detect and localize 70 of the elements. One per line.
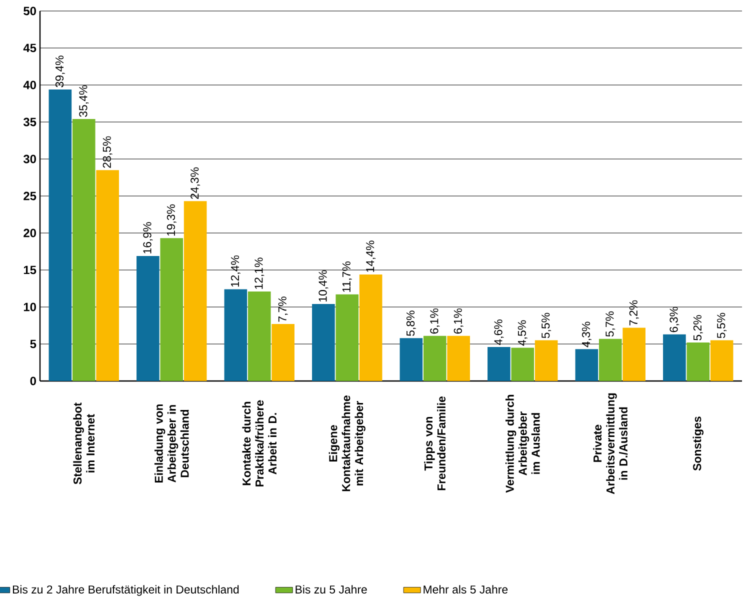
bar [72,119,96,381]
bar [400,338,423,381]
y-tick-label: 20 [24,228,36,238]
bar [336,294,359,381]
data-label: 7,2% [629,300,639,326]
legend-label: Bis zu 5 Jahre [296,585,367,594]
x-tick-label: Tipps von Freunden/Familie [424,396,446,490]
data-label: 24,3% [190,167,200,199]
bar [248,291,271,381]
x-tick-label: Kontakte durch Praktika/frühere Arbeit in D. [242,400,277,486]
x-tick-label: Eigene Kontaktaufnahme mit Arbeitgeber [328,396,366,492]
bar [575,349,598,381]
x-tick-label: Private Arbeitsvermittlung in D./Ausland [593,393,628,494]
bar [534,340,558,381]
y-tick-label: 15 [24,266,36,274]
bar [511,348,534,381]
y-tick-label: 40 [23,80,36,90]
y-tick-label: 25 [24,192,36,200]
y-tick-label: 45 [23,44,36,52]
bar [160,238,184,381]
bar [224,289,248,381]
data-label: 11,7% [342,261,352,292]
data-label: 39,4% [55,56,65,88]
bar [447,336,470,381]
bar [622,328,646,381]
bar [136,256,160,381]
data-label: 28,5% [102,136,112,168]
bar [312,304,335,381]
bar [598,338,622,381]
data-label: 10,4% [318,270,328,302]
data-label: 4,3% [582,322,592,348]
bar [686,342,710,381]
data-label: 5,7% [606,311,616,337]
bar [488,346,510,381]
data-label: 19,3% [166,204,176,236]
data-label: 12,4% [230,255,240,287]
data-label: 6,3% [670,306,680,332]
legend-label: Bis zu 2 Jahre Berufstätigkeit in Deutschland [12,585,239,596]
data-label: 5,5% [717,312,727,338]
data-label: 6,1% [454,308,464,334]
data-label: 6,1% [430,308,440,334]
legend-label: Mehr als 5 Jahre [424,585,508,594]
data-label: 35,4% [79,85,89,117]
x-tick-label: Einladung von Arbeitgeber in Deutschland [154,404,189,483]
data-label: 16,9% [143,222,153,254]
y-tick-label: 5 [30,340,36,348]
data-label: 4,5% [518,320,528,346]
data-label: 5,8% [406,310,416,336]
x-tick-label: Sonstiges [692,416,704,471]
bar [423,336,446,381]
bar [359,274,382,381]
data-label: 4,6% [494,320,504,345]
bar [710,340,734,381]
y-tick-label: 50 [24,6,36,16]
bar [184,201,207,381]
bar [48,89,72,381]
x-tick-label: Vermittlung durch Arbeitgeber im Ausland [505,394,540,493]
data-label: 7,7% [278,296,288,322]
bar [272,324,294,381]
y-tick-label: 35 [23,118,36,126]
data-label: 5,2% [693,315,703,340]
y-tick-label: 10 [24,302,36,312]
data-label: 12,1% [254,258,264,289]
data-label: 5,5% [542,312,552,338]
bar [96,170,119,381]
data-label: 14,4% [366,240,376,272]
x-tick-label: Stellenangebot im Internet [73,402,95,484]
bar [663,334,686,381]
y-tick-label: 0 [30,376,36,386]
y-tick-label: 30 [23,154,36,164]
